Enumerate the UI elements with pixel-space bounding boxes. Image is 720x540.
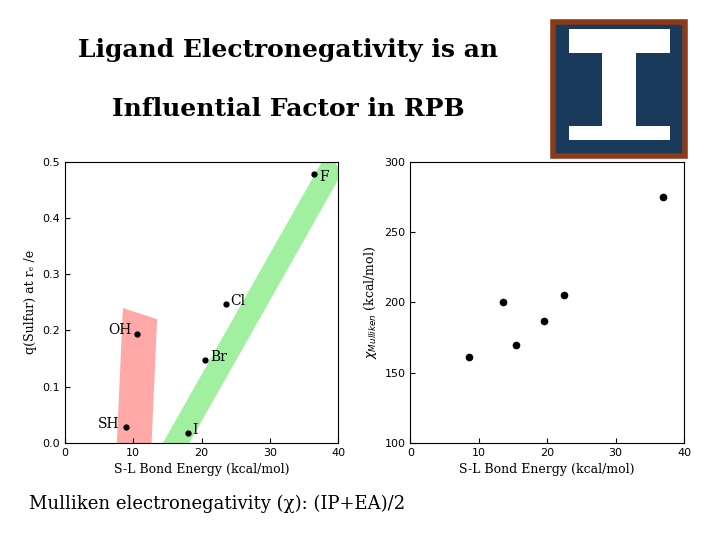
X-axis label: S-L Bond Energy (kcal/mol): S-L Bond Energy (kcal/mol): [114, 463, 289, 476]
Polygon shape: [150, 151, 342, 488]
X-axis label: S-L Bond Energy (kcal/mol): S-L Bond Energy (kcal/mol): [459, 463, 635, 476]
Text: Influential Factor in RPB: Influential Factor in RPB: [112, 97, 464, 121]
Bar: [569, 126, 670, 140]
Text: I: I: [193, 423, 198, 437]
Bar: [602, 53, 636, 126]
Text: SH: SH: [98, 417, 119, 431]
Y-axis label: q(Sulfur) at rₑ /e: q(Sulfur) at rₑ /e: [24, 251, 37, 354]
Text: Ligand Electronegativity is an: Ligand Electronegativity is an: [78, 38, 498, 62]
Text: Br: Br: [210, 350, 227, 364]
Text: Mulliken electronegativity (χ): (IP+EA)/2: Mulliken electronegativity (χ): (IP+EA)/…: [29, 495, 405, 513]
Y-axis label: $\chi_{Mulliken}$ (kcal/mol): $\chi_{Mulliken}$ (kcal/mol): [362, 246, 379, 359]
Text: F: F: [319, 170, 329, 184]
Text: OH: OH: [108, 323, 131, 337]
Bar: [569, 29, 670, 38]
Text: Cl: Cl: [230, 294, 246, 308]
Bar: [569, 38, 670, 53]
Polygon shape: [116, 308, 157, 471]
